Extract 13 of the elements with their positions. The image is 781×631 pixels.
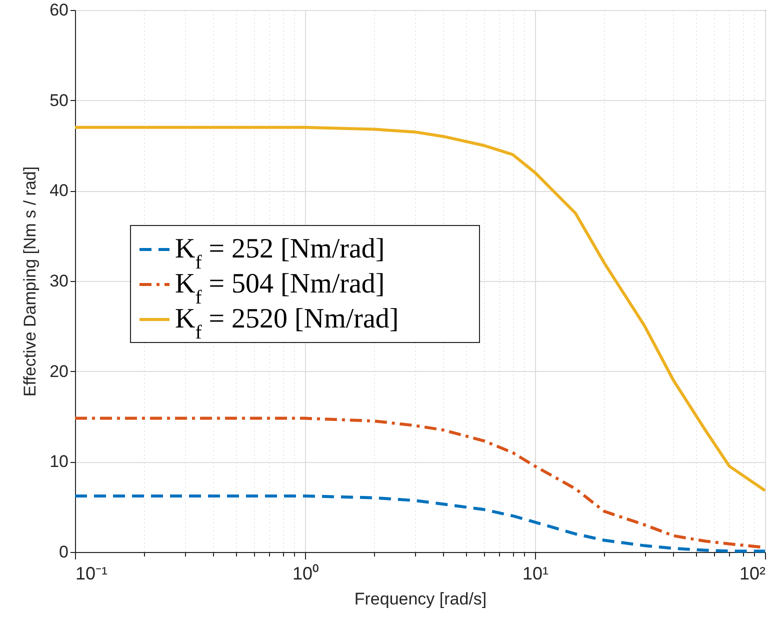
y-axis-title: Effective Damping [Nm s / rad] xyxy=(20,166,40,397)
y-tick-label: 30 xyxy=(50,272,68,290)
x-axis-title: Frequency [rad/s] xyxy=(354,590,487,608)
y-tick-label: 10 xyxy=(50,452,68,472)
y-tick-label: 40 xyxy=(50,181,68,200)
x-tick-label: 10¹ xyxy=(522,564,549,584)
x-tick-label: 10⁰ xyxy=(292,564,319,584)
y-tick-label: 60 xyxy=(50,0,68,20)
x-tick-label: 10⁻¹ xyxy=(76,564,108,584)
y-tick-label: 20 xyxy=(50,362,68,381)
y-tick-label: 0 xyxy=(59,542,68,562)
x-tick-label: 10² xyxy=(739,564,766,584)
y-tick-label: 50 xyxy=(50,90,68,110)
